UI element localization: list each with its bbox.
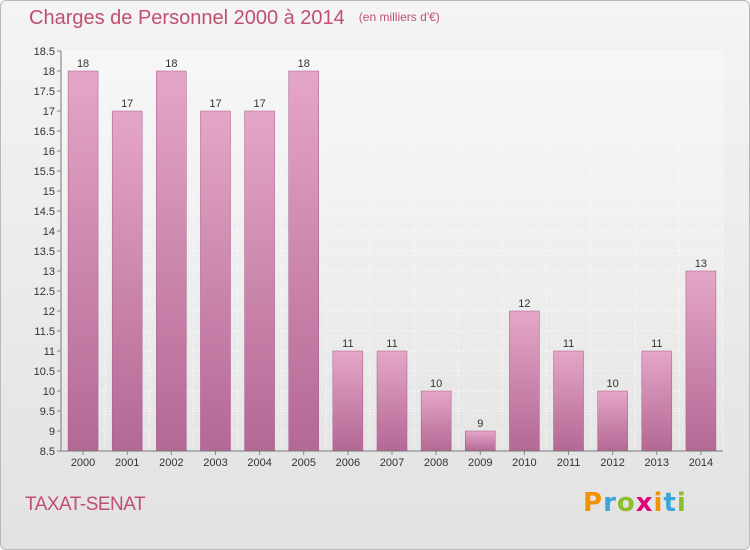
y-tick-label: 16 [43, 146, 55, 158]
y-tick-label: 15.5 [34, 166, 55, 178]
proxiti-logo: Proxiti [583, 488, 687, 518]
logo-letter: i [676, 488, 687, 518]
x-tick-label: 2006 [336, 457, 360, 469]
y-tick-label: 9 [49, 426, 55, 438]
y-tick-label: 16.5 [34, 126, 55, 138]
y-tick-label: 18.5 [34, 46, 55, 58]
bar-value-label: 12 [518, 298, 530, 310]
bar [553, 350, 584, 452]
y-tick-label: 13 [43, 266, 55, 278]
bar [332, 350, 364, 452]
bar-value-label: 18 [298, 58, 310, 70]
x-tick-label: 2009 [468, 457, 492, 469]
bar-value-label: 10 [430, 378, 442, 390]
x-tick-label: 2013 [645, 457, 669, 469]
y-tick-label: 17.5 [34, 86, 55, 98]
bar-value-label: 11 [651, 338, 662, 350]
y-tick-label: 9.5 [40, 406, 55, 418]
bar [465, 430, 496, 452]
bar-value-label: 18 [77, 58, 89, 70]
y-tick-label: 15 [43, 186, 55, 198]
logo-letter: o [616, 488, 636, 518]
chart-title: Charges de Personnel 2000 à 2014 (en mill… [29, 7, 440, 30]
bar-value-label: 13 [695, 258, 707, 270]
logo-letter: x [635, 488, 654, 518]
y-tick-label: 10 [43, 386, 55, 398]
bar-value-label: 17 [209, 98, 221, 110]
bar-value-label: 18 [165, 58, 177, 70]
bar [67, 70, 99, 452]
y-tick-label: 14 [43, 226, 55, 238]
bar [376, 350, 408, 452]
bar-value-label: 10 [607, 378, 619, 390]
bar-value-label: 11 [386, 338, 397, 350]
x-tick-label: 2008 [424, 457, 448, 469]
x-tick-label: 2005 [291, 457, 315, 469]
x-tick-label: 2010 [512, 457, 536, 469]
logo-letter: r [603, 488, 617, 518]
y-tick-label: 13.5 [34, 246, 55, 258]
bar-value-label: 11 [563, 338, 574, 350]
bar [244, 110, 275, 452]
x-tick-label: 2003 [203, 457, 227, 469]
bar-value-label: 17 [253, 98, 265, 110]
x-tick-label: 2014 [689, 457, 713, 469]
y-tick-label: 10.5 [34, 366, 55, 378]
bar [509, 310, 540, 452]
x-tick-label: 2001 [115, 457, 139, 469]
y-tick-label: 12.5 [34, 286, 55, 298]
logo-letter: i [653, 488, 664, 518]
bar [641, 350, 673, 452]
title-text: Charges de Personnel 2000 à 2014 [29, 7, 345, 29]
x-tick-label: 2012 [600, 457, 624, 469]
bar-value-label: 17 [121, 98, 133, 110]
bar [420, 390, 452, 452]
place-name: TAXAT-SENAT [25, 494, 146, 515]
y-tick-label: 14.5 [34, 206, 55, 218]
y-tick-label: 11 [44, 346, 55, 358]
y-tick-label: 8.5 [40, 446, 55, 458]
y-tick-label: 11.5 [34, 326, 55, 338]
logo-letter: t [663, 488, 677, 518]
y-tick-label: 17 [43, 106, 55, 118]
x-tick-label: 2000 [71, 457, 95, 469]
chart-subtitle: (en milliers d'€) [358, 10, 440, 24]
x-tick-label: 2007 [380, 457, 404, 469]
bar-value-label: 9 [477, 418, 483, 430]
x-tick-label: 2004 [247, 457, 271, 469]
bar [288, 70, 319, 452]
bar [200, 110, 231, 452]
x-tick-label: 2011 [557, 457, 581, 469]
y-tick-label: 12 [43, 306, 55, 318]
y-tick-label: 18 [43, 66, 55, 78]
logo-letter: P [583, 488, 604, 518]
bar [685, 270, 717, 452]
bar [111, 110, 143, 452]
bar [156, 70, 187, 452]
bar [597, 390, 628, 452]
bar-value-label: 11 [342, 338, 353, 350]
x-tick-label: 2002 [159, 457, 183, 469]
